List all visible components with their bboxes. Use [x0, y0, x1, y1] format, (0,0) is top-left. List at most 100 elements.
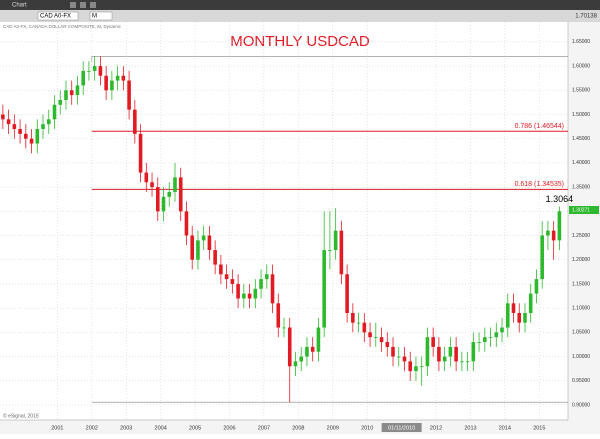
candle-body [121, 75, 126, 81]
x-tick-label: 2001 [51, 425, 63, 431]
y-tick-label: 1.10000 [572, 305, 590, 311]
candle-body [155, 187, 160, 212]
candle-body [127, 80, 131, 110]
y-tick-label: 1.60000 [572, 63, 590, 69]
candle-body [115, 75, 120, 81]
candle-body [64, 90, 68, 100]
candle-body [178, 177, 183, 212]
last-price: 1.30271 [572, 207, 590, 213]
candle-body [431, 337, 435, 347]
y-tick-label: 1.05000 [572, 330, 590, 336]
x-tick-label: 2002 [86, 425, 98, 431]
fib-label: 0.618 (1.34535) [515, 181, 564, 188]
symbol: CAD A0-FX [40, 14, 71, 20]
candle-body [442, 356, 447, 362]
tool-icon[interactable] [70, 2, 76, 8]
candle-body [46, 119, 51, 125]
y-tick-label: 1.65000 [572, 39, 590, 45]
candle-body [98, 66, 103, 76]
candle-body [253, 288, 258, 299]
chart-title: MONTHLY USDCAD [230, 33, 370, 50]
candle-body [373, 337, 378, 339]
candle-body [69, 90, 74, 96]
candle-body [242, 293, 246, 299]
candle-body [190, 235, 195, 260]
candle-body [264, 274, 269, 280]
interval: M [92, 14, 97, 20]
candle-body [333, 230, 338, 251]
candle-body [270, 274, 275, 304]
x-tick-label: 2012 [430, 425, 442, 431]
candle-body [368, 332, 372, 338]
candle-body [35, 129, 40, 144]
candle-body [465, 361, 470, 363]
candle-body [316, 327, 321, 352]
candle-body [345, 274, 349, 313]
candle-body [81, 70, 85, 86]
y-tick-label: 1.20000 [572, 257, 590, 263]
candle-body [322, 250, 326, 328]
candle-body [517, 312, 522, 323]
candle-body [1, 114, 5, 120]
interval-input[interactable] [89, 11, 113, 21]
time-axis [0, 420, 600, 434]
candle-body [477, 342, 481, 343]
fib-label: 0.786 (1.46544) [515, 123, 564, 130]
x-tick-label: 2009 [327, 425, 339, 431]
tool-icon[interactable] [80, 2, 86, 8]
x-tick-label: 2003 [120, 425, 132, 431]
candle-body [351, 312, 355, 323]
candle-body [213, 250, 217, 265]
candle-body [454, 346, 458, 362]
candle-body [546, 230, 550, 236]
x-tick-label: 2014 [499, 425, 511, 431]
candle-body [161, 196, 166, 212]
x-tick-label: 2006 [223, 425, 235, 431]
candle-body [528, 293, 533, 313]
candle-body [6, 119, 11, 125]
candle-body [551, 230, 556, 241]
candle-body [276, 303, 281, 328]
candle-body [110, 80, 114, 91]
x-tick-label: 2013 [464, 425, 476, 431]
candle-body [133, 109, 137, 134]
candle-body [173, 177, 177, 192]
candle-body [52, 104, 57, 120]
candle-body [362, 322, 367, 333]
y-tick-label: 1.25000 [572, 233, 590, 239]
last-price-box [569, 206, 599, 215]
symbol-input[interactable] [37, 11, 79, 21]
candle-body [328, 250, 332, 251]
candle-body [310, 346, 315, 352]
candle-body [414, 366, 418, 372]
x-tick-label: 2007 [258, 425, 270, 431]
toolbar [0, 10, 600, 22]
candle-body [483, 337, 487, 343]
y-tick-label: 0.90000 [572, 402, 590, 408]
candle-body [219, 264, 223, 275]
candle-body [207, 235, 212, 251]
candle-body [247, 293, 252, 299]
x-tick-label: 2005 [189, 425, 201, 431]
candle-body [471, 342, 476, 362]
candle-body [379, 337, 384, 343]
candle-body [12, 124, 17, 130]
candle-body [236, 283, 240, 299]
candle-body [557, 211, 562, 241]
candle-body [425, 337, 430, 367]
x-tick-label: 2008 [292, 425, 304, 431]
candle-body [92, 66, 97, 71]
candle-body [408, 361, 413, 372]
candle-body [24, 133, 28, 139]
tool-icon[interactable] [90, 2, 96, 8]
candle-body [339, 230, 344, 275]
candle-body [305, 346, 309, 357]
candle-body [299, 356, 304, 362]
candle-body [18, 129, 22, 134]
candle-body [511, 303, 516, 313]
x-tick-label: 2010 [361, 425, 373, 431]
candle-body [396, 356, 401, 358]
top-price: 1.70138 [575, 14, 597, 20]
candle-body [201, 235, 206, 241]
candle-body [534, 279, 539, 294]
